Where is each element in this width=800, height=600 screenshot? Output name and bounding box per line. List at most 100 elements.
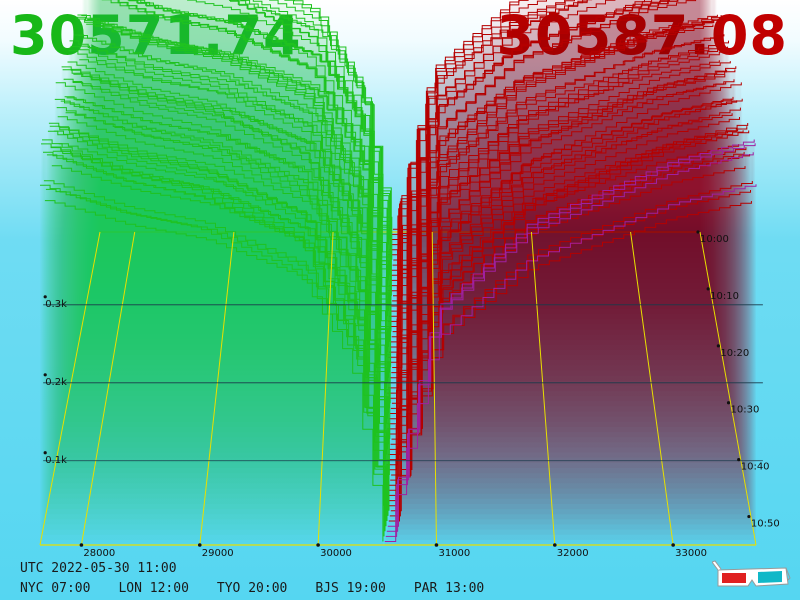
ask-depth-line	[388, 181, 753, 522]
3d-glasses-icon[interactable]	[712, 560, 792, 594]
grid-front	[39, 231, 763, 546]
bid-depth-line	[76, 16, 388, 353]
bid-depth-line	[187, 0, 390, 276]
bid-depth-line	[230, 0, 389, 281]
bid-depth-line	[81, 15, 387, 327]
price-tick-marker	[671, 543, 675, 547]
bid-depth-line	[229, 0, 388, 286]
ask-depth-line	[388, 0, 575, 256]
time-tick-label: 10:20	[720, 348, 749, 359]
bid-depth-line	[44, 200, 389, 516]
price-tick-label: 31000	[438, 548, 470, 559]
price-tick-marker	[316, 543, 320, 547]
ask-depth-line	[390, 113, 733, 409]
axis-labels: 0.1k 0.2k 0.3k 28000 29000 30000 31000 32000 330…	[43, 230, 780, 559]
zone-nyc: NYC 07:00	[20, 581, 91, 596]
zone-par: PAR 13:00	[413, 581, 485, 596]
bid-depth-line	[54, 98, 386, 465]
price-grid-line	[317, 231, 334, 546]
price-grid-line	[530, 231, 556, 546]
ask-depth-line	[392, 46, 719, 333]
bid-depth-line	[269, 0, 391, 240]
price-tick-marker	[553, 543, 557, 547]
time-tick-marker	[747, 514, 751, 519]
bid-depth-line	[63, 78, 388, 419]
bid-depth-line	[75, 18, 387, 358]
ask-depth-line	[388, 0, 645, 292]
price-grid-line	[630, 231, 674, 546]
ask-depth-line	[389, 16, 723, 353]
time-tick-marker	[726, 401, 731, 405]
ask-depth-line	[388, 0, 679, 322]
ask-depth-line	[391, 0, 547, 240]
bid-depth-line	[56, 107, 388, 455]
bid-depth-line	[109, 0, 388, 322]
timezone-row: NYC 07:00 LON 12:00 TYO 20:00 BJS 19:00 …	[20, 581, 512, 596]
ask-depth-line	[386, 130, 750, 502]
ask-depth-line	[387, 34, 725, 363]
ask-depth-line	[387, 50, 730, 394]
price-tick-label: 29000	[202, 548, 234, 559]
bid-depth-line	[74, 34, 386, 363]
depth-tick-label: 0.2k	[45, 377, 67, 388]
price-tick-label: 32000	[557, 548, 589, 559]
price-grid-line	[199, 231, 235, 546]
ask-depth-line	[387, 14, 718, 327]
price-grid-line	[80, 231, 136, 546]
ask-depth-line	[388, 107, 741, 455]
bid-depth-line	[48, 122, 386, 496]
price-tick-marker	[434, 543, 439, 547]
ask-depth-line	[386, 61, 731, 399]
ask-depth-line	[388, 40, 729, 389]
ask-depth-line	[389, 201, 752, 517]
ask-depth-line	[390, 0, 616, 276]
ask-depth-line	[388, 18, 724, 358]
bid-depth-line	[58, 143, 390, 445]
time-tick-marker	[696, 230, 700, 234]
depth-tick-marker	[43, 295, 47, 299]
bid-depth-line	[61, 66, 386, 429]
bid-depth-line	[118, 0, 389, 317]
ask-depth-line	[390, 35, 721, 343]
price-tick-marker	[79, 543, 84, 547]
bid-depth-line	[67, 61, 386, 399]
price-tick-label: 28000	[83, 548, 115, 559]
ask-depth-line	[385, 130, 744, 471]
zone-lon: LON 12:00	[118, 581, 189, 596]
depth-tick-label: 0.3k	[45, 299, 67, 310]
bid-depth-line	[69, 40, 388, 388]
time-tick-label: 10:00	[700, 234, 729, 245]
time-tick-marker	[706, 287, 710, 291]
price-tick-marker	[197, 543, 202, 547]
bid-depth-line	[55, 82, 387, 460]
ask-depth-line	[389, 117, 740, 450]
ask-depth-line	[386, 139, 755, 532]
bid-depth-line	[51, 165, 389, 481]
time-tick-label: 10:40	[741, 462, 770, 473]
bid-depth-line	[284, 0, 389, 250]
ask-depth-line	[389, 0, 588, 287]
depth-tick-label: 0.1k	[45, 455, 67, 466]
price-tick-label: 30000	[320, 548, 352, 559]
ask-depth-line	[386, 98, 743, 466]
price-tick-label: 33000	[675, 548, 707, 559]
bid-depth-line	[43, 151, 387, 527]
bid-depth-line	[60, 100, 385, 434]
bid-depth-line	[72, 81, 391, 373]
utc-timestamp: UTC 2022-05-30 11:00	[20, 561, 177, 576]
ask-depth-line	[389, 79, 735, 420]
depth-lines	[40, 0, 757, 542]
bid-depth-line	[70, 46, 389, 383]
depth-tick-marker	[43, 373, 47, 377]
ask-depth-line	[392, 0, 574, 235]
ask-depth-line	[384, 184, 757, 542]
zone-tyo: TYO 20:00	[216, 581, 288, 596]
time-tick-marker	[737, 458, 741, 462]
ask-depth-line	[390, 144, 740, 445]
time-tick-marker	[716, 344, 720, 348]
ask-depth-line	[387, 152, 754, 527]
zone-bjs: BJS 19:00	[315, 581, 386, 596]
bid-depth-line	[240, 0, 388, 255]
bid-depth-line	[77, 14, 389, 347]
